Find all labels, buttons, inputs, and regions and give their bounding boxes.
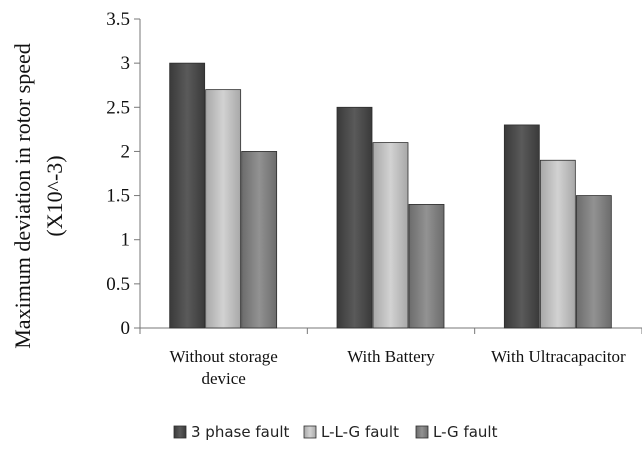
x-axis-categories: Without storage device With Battery With Ul…	[169, 347, 626, 388]
x-category-label: With Battery	[347, 347, 435, 366]
legend-swatch	[415, 425, 429, 439]
y-axis-label-line1: Maximum deviation in rotor speed	[10, 43, 35, 349]
legend-label: L-L-G fault	[321, 423, 399, 441]
legend-swatch	[173, 425, 187, 439]
y-tick-label: 1	[121, 230, 131, 251]
bar-l-l-g-fault-0	[205, 89, 242, 329]
y-tick-label: 2	[121, 141, 131, 162]
bar-l-g-fault-2	[575, 195, 612, 329]
bars	[169, 62, 612, 329]
bar-3-phase-fault-1	[336, 106, 373, 329]
y-tick-label: 3.5	[106, 9, 130, 30]
x-category-label: device	[201, 369, 245, 388]
bar-3-phase-fault-2	[503, 124, 540, 329]
legend-label: L-G fault	[433, 423, 498, 441]
x-category-label: With Ultracapacitor	[491, 347, 626, 366]
x-category-label: Without storage	[169, 347, 277, 366]
y-tick-label: 3	[121, 53, 131, 74]
y-tick-label: 2.5	[106, 97, 130, 118]
legend-swatch	[303, 425, 317, 439]
y-axis-ticks: 0 0.5 1 1.5 2 2.5 3 3.5	[106, 9, 140, 339]
y-tick-label: 1.5	[106, 186, 130, 207]
legend: 3 phase fault L-L-G fault L-G fault	[173, 423, 498, 441]
bar-3-phase-fault-0	[169, 62, 206, 329]
y-tick-label: 0	[121, 318, 131, 339]
y-tick-label: 0.5	[106, 274, 130, 295]
bar-l-l-g-fault-1	[372, 142, 409, 329]
bar-l-l-g-fault-2	[539, 159, 576, 329]
y-axis-label-line2: (X10^-3)	[42, 155, 67, 236]
bar-l-g-fault-1	[408, 203, 445, 329]
bar-l-g-fault-0	[241, 151, 278, 329]
y-axis-title: Maximum deviation in rotor speed (X10^-3…	[10, 43, 67, 349]
legend-label: 3 phase fault	[191, 423, 289, 441]
